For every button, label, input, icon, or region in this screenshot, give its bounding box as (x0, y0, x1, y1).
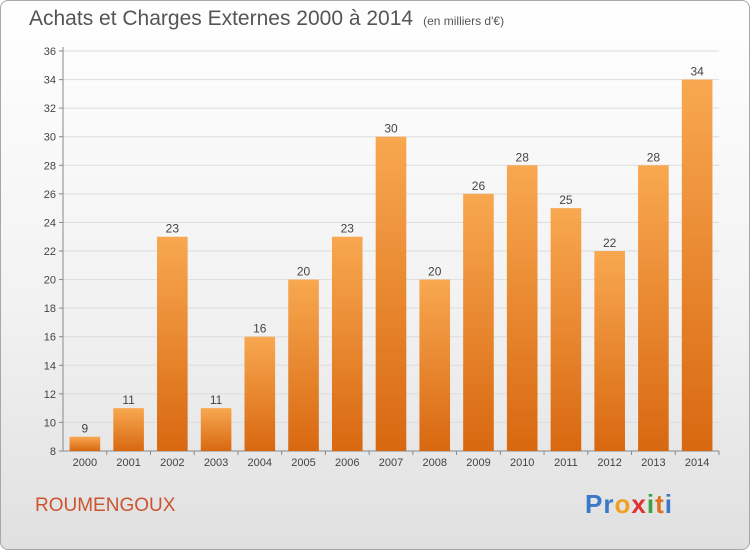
y-tick-label: 12 (44, 389, 56, 401)
logo-letter: i (664, 489, 673, 519)
bar (594, 251, 625, 451)
bar-value-label: 20 (297, 265, 311, 279)
bar-value-label: 9 (82, 422, 89, 436)
bar-value-label: 22 (603, 236, 617, 250)
x-tick-label: 2004 (248, 457, 272, 469)
x-tick-label: 2011 (554, 457, 578, 469)
y-tick-label: 32 (44, 103, 56, 115)
bar (419, 279, 451, 451)
bar-value-label: 23 (341, 222, 355, 236)
x-tick-label: 2001 (116, 457, 140, 469)
x-tick-label: 2002 (160, 457, 184, 469)
chart-title-text: Achats et Charges Externes 2000 à 2014 (29, 7, 414, 30)
x-tick-label: 2012 (597, 457, 621, 469)
y-tick-label: 18 (44, 303, 56, 315)
y-tick-label: 30 (44, 132, 56, 144)
logo-letter: r (603, 489, 615, 519)
bar-value-label: 25 (559, 193, 573, 207)
bar (288, 279, 319, 451)
y-tick-label: 22 (44, 246, 56, 258)
x-tick-label: 2008 (422, 457, 446, 469)
bar (375, 136, 407, 451)
x-tick-label: 2009 (466, 457, 490, 469)
bar-value-label: 28 (516, 150, 530, 164)
bar (463, 193, 494, 451)
y-tick-label: 34 (44, 75, 56, 87)
y-tick-label: 8 (50, 446, 56, 458)
y-tick-label: 28 (44, 160, 56, 172)
y-tick-label: 26 (44, 189, 56, 201)
bar-value-label: 34 (690, 65, 704, 79)
x-tick-label: 2014 (685, 457, 709, 469)
bar (681, 79, 713, 452)
bar-value-label: 20 (428, 265, 442, 279)
bar-value-label: 16 (253, 322, 267, 336)
x-tick-label: 2000 (73, 457, 97, 469)
bar (113, 408, 144, 451)
bar-value-label: 23 (166, 222, 180, 236)
logo-letter: i (646, 489, 656, 519)
x-tick-label: 2006 (335, 457, 359, 469)
commune-name: ROUMENGOUX (35, 495, 176, 516)
y-tick-label: 10 (44, 417, 56, 429)
y-tick-label: 36 (44, 46, 56, 58)
y-tick-label: 14 (44, 360, 56, 372)
bar-value-label: 11 (122, 393, 135, 407)
logo-letter: P (585, 489, 604, 519)
x-tick-label: 2010 (510, 457, 534, 469)
bar (69, 436, 101, 451)
x-tick-label: 2003 (204, 457, 228, 469)
bar (550, 208, 582, 451)
bar (506, 165, 538, 452)
bar (200, 408, 232, 451)
bar (157, 236, 188, 451)
logo-letter: o (614, 489, 632, 519)
bar-value-label: 30 (384, 122, 398, 136)
x-tick-label: 2005 (291, 457, 315, 469)
bar (638, 165, 669, 452)
bar-value-label: 28 (647, 150, 661, 164)
bar (244, 336, 276, 451)
y-tick-label: 24 (44, 217, 56, 229)
chart-subtitle: (en milliers d'€) (423, 14, 505, 28)
proxiti-logo: Proxiti (585, 489, 673, 520)
bar-value-label: 11 (210, 393, 223, 407)
y-tick-label: 20 (44, 275, 56, 287)
x-tick-label: 2007 (379, 457, 403, 469)
logo-letter: t (655, 489, 665, 519)
logo-letter: x (631, 489, 647, 519)
y-tick-label: 16 (44, 332, 56, 344)
x-tick-label: 2013 (641, 457, 665, 469)
bar-value-label: 26 (472, 179, 486, 193)
bar (331, 236, 363, 451)
chart-title: Achats et Charges Externes 2000 à 2014 (e… (29, 7, 504, 31)
